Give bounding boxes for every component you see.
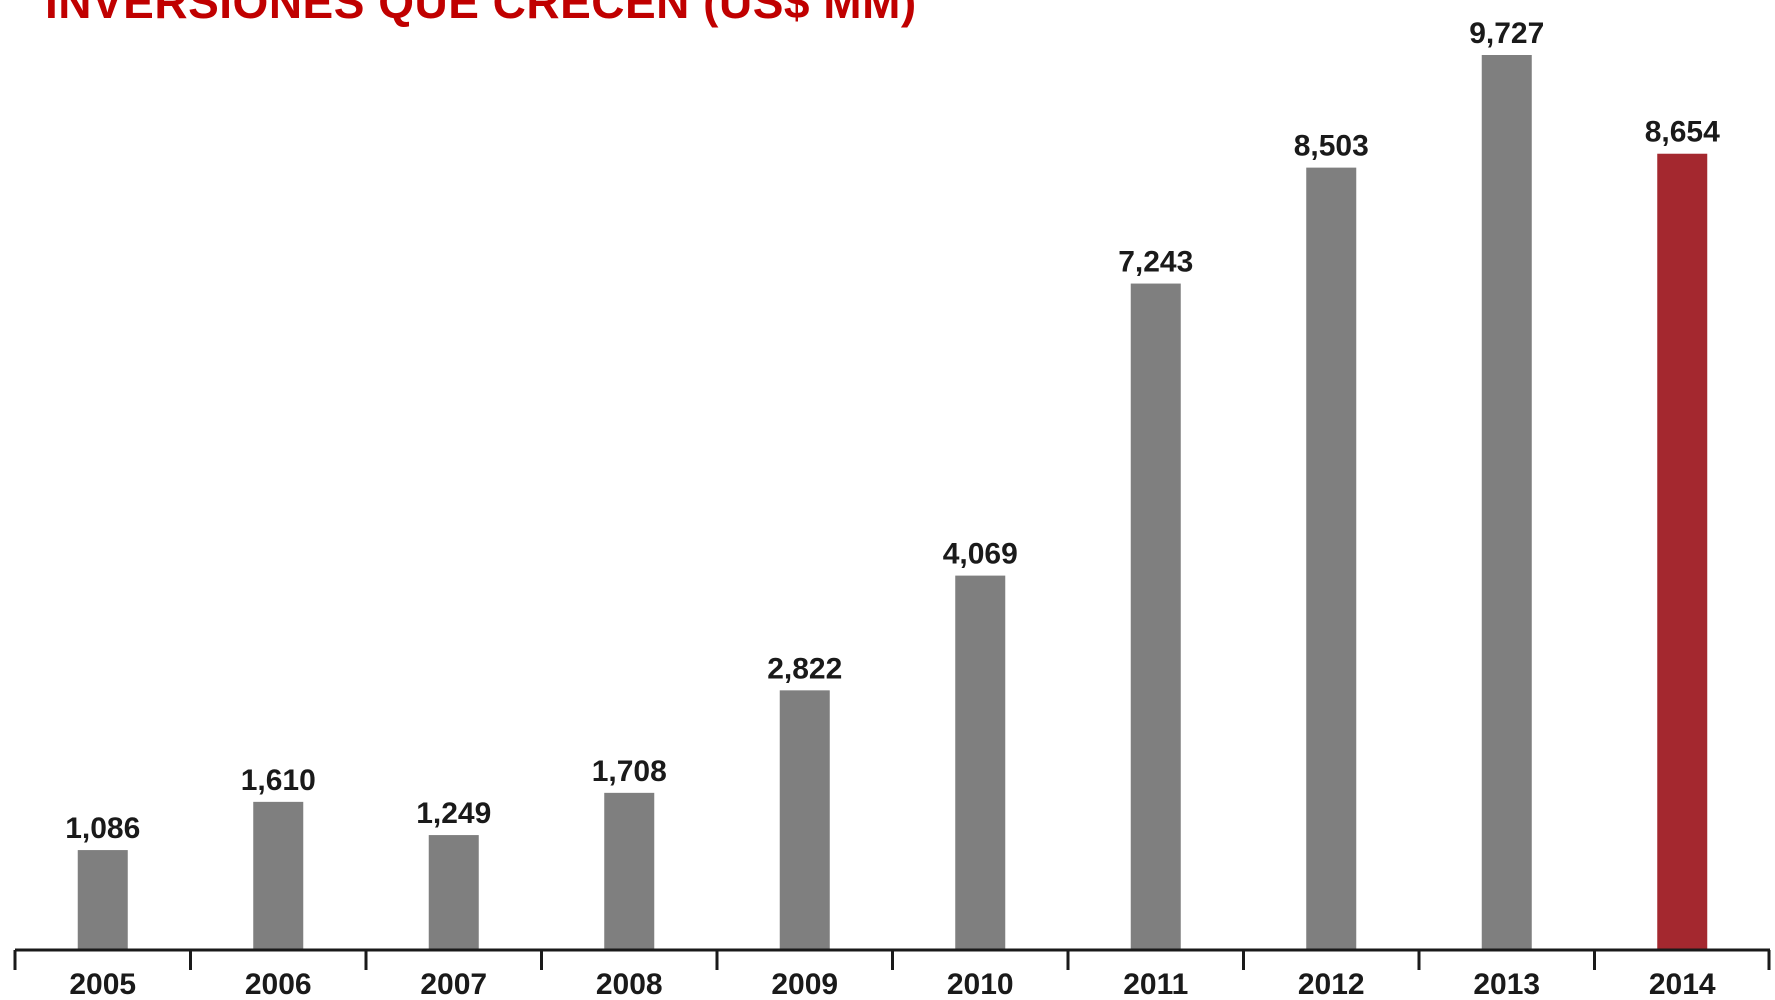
tick-label-2013: 2013 (1473, 968, 1540, 1000)
value-label-2009: 2,822 (767, 652, 842, 685)
tick-label-2011: 2011 (1123, 968, 1188, 1000)
tick-label-2005: 2005 (69, 968, 136, 1000)
value-label-2006: 1,610 (241, 764, 316, 797)
bar-2011 (1130, 283, 1181, 950)
bar-2013 (1481, 55, 1532, 950)
bar-2009 (779, 690, 830, 950)
bar-2005 (77, 850, 128, 950)
value-label-2010: 4,069 (943, 538, 1018, 571)
bar-2007 (428, 835, 479, 950)
tick-label-2006: 2006 (245, 968, 312, 1000)
value-label-2014: 8,654 (1645, 116, 1720, 149)
bars-group (77, 55, 1708, 951)
value-label-2007: 1,249 (416, 797, 491, 830)
value-label-2008: 1,708 (592, 755, 667, 788)
value-label-2005: 1,086 (65, 812, 140, 845)
bar-2012 (1306, 167, 1357, 950)
value-label-2011: 7,243 (1118, 246, 1193, 279)
bar-2010 (955, 575, 1006, 950)
value-label-2012: 8,503 (1294, 130, 1369, 163)
x-axis-ticks-group (13, 950, 1771, 970)
value-labels-group: 1,086 1,610 1,249 1,708 2,822 4,069 7,243 8,503… (65, 17, 1720, 845)
x-axis-tick-labels-group: 2005 2006 2007 2008 2009 2010 2011 2012 2013 2014 (69, 968, 1716, 1000)
tick-label-2009: 2009 (771, 968, 838, 1000)
tick-label-2012: 2012 (1298, 968, 1365, 1000)
bar-2008 (604, 792, 655, 950)
tick-label-2007: 2007 (420, 968, 487, 1000)
tick-label-2008: 2008 (596, 968, 663, 1000)
bar-2006 (253, 801, 304, 950)
tick-label-2014: 2014 (1649, 968, 1716, 1000)
value-label-2013: 9,727 (1469, 17, 1544, 50)
tick-label-2010: 2010 (947, 968, 1014, 1000)
chart-title: INVERSIONES QUE CRECEN (US$ MM) (45, 0, 917, 28)
bar-2014 (1657, 153, 1708, 951)
